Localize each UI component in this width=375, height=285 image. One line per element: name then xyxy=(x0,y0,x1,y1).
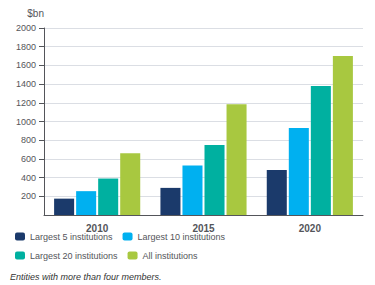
svg-text:1000: 1000 xyxy=(16,117,36,127)
svg-text:Largest 5 institutions: Largest 5 institutions xyxy=(30,232,113,242)
svg-text:2010: 2010 xyxy=(86,222,109,234)
svg-text:2020: 2020 xyxy=(299,223,322,234)
svg-text:2015: 2015 xyxy=(192,222,215,234)
svg-text:Entities with more than four m: Entities with more than four members. xyxy=(10,272,162,282)
svg-text:1800: 1800 xyxy=(16,42,36,52)
svg-text:800: 800 xyxy=(21,135,36,145)
svg-text:400: 400 xyxy=(21,173,36,183)
svg-text:$bn: $bn xyxy=(27,8,44,19)
svg-text:1400: 1400 xyxy=(16,79,36,89)
svg-text:All institutions: All institutions xyxy=(143,251,199,261)
svg-text:Largest 10 institutions: Largest 10 institutions xyxy=(138,232,226,242)
svg-text:1600: 1600 xyxy=(16,60,36,70)
svg-text:2000: 2000 xyxy=(16,23,36,33)
svg-text:200: 200 xyxy=(21,191,36,201)
svg-text:Largest 20 institutions: Largest 20 institutions xyxy=(30,251,118,261)
svg-text:1200: 1200 xyxy=(16,98,36,108)
svg-text:600: 600 xyxy=(21,154,36,164)
